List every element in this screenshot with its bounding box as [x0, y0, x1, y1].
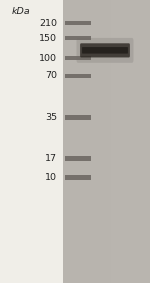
- Bar: [111, 0, 115, 283]
- Bar: [133, 0, 137, 283]
- Bar: [65, 175, 91, 180]
- Bar: [115, 0, 120, 283]
- Bar: [63, 0, 150, 283]
- Text: kDa: kDa: [11, 7, 30, 16]
- FancyBboxPatch shape: [80, 43, 130, 57]
- Bar: [67, 0, 72, 283]
- Bar: [65, 36, 91, 40]
- Bar: [89, 0, 93, 283]
- Bar: [65, 115, 91, 120]
- Bar: [80, 0, 85, 283]
- Bar: [146, 0, 150, 283]
- FancyBboxPatch shape: [76, 38, 134, 63]
- Bar: [72, 0, 76, 283]
- Bar: [106, 0, 111, 283]
- Text: 17: 17: [45, 154, 57, 163]
- Bar: [120, 0, 124, 283]
- Bar: [93, 0, 98, 283]
- Bar: [102, 0, 106, 283]
- Text: 150: 150: [39, 34, 57, 43]
- Bar: [65, 56, 91, 60]
- Bar: [63, 0, 67, 283]
- FancyBboxPatch shape: [82, 47, 128, 53]
- Bar: [65, 21, 91, 25]
- Text: 210: 210: [39, 19, 57, 28]
- Text: 10: 10: [45, 173, 57, 182]
- Text: 70: 70: [45, 71, 57, 80]
- Bar: [141, 0, 146, 283]
- Bar: [98, 0, 102, 283]
- Bar: [65, 74, 91, 78]
- Bar: [137, 0, 141, 283]
- Bar: [124, 0, 128, 283]
- Text: 100: 100: [39, 53, 57, 63]
- Bar: [76, 0, 80, 283]
- Bar: [128, 0, 133, 283]
- Bar: [85, 0, 89, 283]
- Bar: [65, 156, 91, 161]
- Text: 35: 35: [45, 113, 57, 122]
